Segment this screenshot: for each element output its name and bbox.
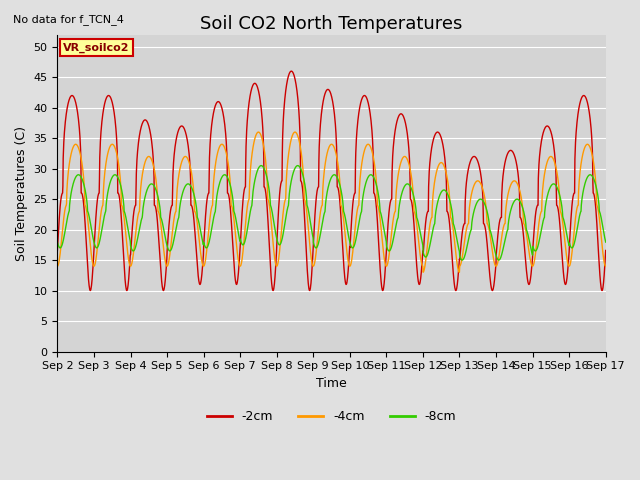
-2cm	[54, 248, 61, 253]
-2cm	[171, 149, 179, 155]
-4cm	[171, 213, 179, 219]
-8cm	[602, 239, 609, 245]
-8cm	[54, 239, 61, 245]
-4cm	[280, 202, 288, 207]
-2cm	[277, 180, 285, 185]
-4cm	[602, 264, 609, 269]
-8cm	[85, 212, 93, 218]
Text: VR_soilco2: VR_soilco2	[63, 42, 129, 53]
Line: -2cm: -2cm	[58, 71, 605, 290]
-2cm	[280, 108, 288, 113]
X-axis label: Time: Time	[316, 377, 347, 390]
-4cm	[456, 269, 463, 275]
-2cm	[428, 143, 436, 149]
Text: No data for f_TCN_4: No data for f_TCN_4	[13, 14, 124, 25]
-2cm	[85, 280, 93, 286]
-2cm	[259, 121, 266, 127]
-4cm	[428, 215, 436, 220]
Line: -8cm: -8cm	[58, 166, 605, 260]
-2cm	[287, 68, 295, 74]
-2cm	[602, 248, 609, 253]
-8cm	[495, 257, 502, 263]
Line: -4cm: -4cm	[58, 132, 605, 272]
-4cm	[278, 228, 285, 234]
Y-axis label: Soil Temperatures (C): Soil Temperatures (C)	[15, 126, 28, 261]
-8cm	[259, 164, 267, 169]
Title: Soil CO2 North Temperatures: Soil CO2 North Temperatures	[200, 15, 463, 33]
-4cm	[85, 227, 93, 232]
-8cm	[257, 163, 265, 168]
-8cm	[280, 225, 288, 231]
-2cm	[598, 288, 606, 293]
-4cm	[255, 129, 262, 135]
Legend: -2cm, -4cm, -8cm: -2cm, -4cm, -8cm	[202, 405, 461, 428]
-4cm	[259, 139, 267, 145]
-8cm	[428, 231, 436, 237]
-4cm	[54, 264, 61, 269]
-8cm	[171, 234, 179, 240]
-8cm	[278, 239, 285, 244]
